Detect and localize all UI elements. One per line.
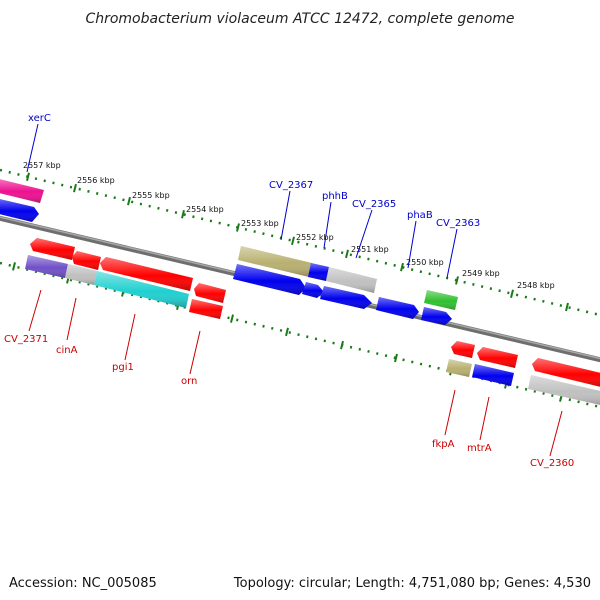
bottom-major-tick-6 (340, 340, 344, 350)
top-major-tick-2 (127, 196, 131, 206)
genome-summary-text: Topology: circular; Length: 4,751,080 bp… (233, 576, 591, 591)
bottom-label-leaders (28, 289, 563, 457)
gene-label-phaB[interactable]: phaB (407, 210, 433, 221)
gene-label-CV_2360[interactable]: CV_2360 (530, 458, 574, 469)
gene-label-CV_2371[interactable]: CV_2371 (4, 334, 48, 345)
top-major-tick-6 (345, 249, 349, 259)
bottom-major-tick-4 (230, 314, 234, 323)
tick-label-2550: 2550 kbp (406, 258, 444, 267)
gene-label-fkpA[interactable]: fkpA (432, 439, 455, 450)
top-major-tick-9 (510, 289, 514, 298)
top-major-tick-1 (73, 183, 77, 193)
tick-label-2548: 2548 kbp (517, 281, 555, 290)
gene-label-mtrA[interactable]: mtrA (467, 443, 492, 454)
tick-label-2553: 2553 kbp (241, 219, 279, 228)
top-label-leaders (26, 123, 458, 279)
reverse-strand-features (25, 238, 600, 405)
top-tick-track (0, 168, 600, 317)
map-title: Chromobacterium violaceum ATCC 12472, co… (85, 11, 514, 27)
tick-label-2556: 2556 kbp (77, 176, 115, 185)
tick-label-2555: 2555 kbp (132, 191, 170, 200)
accession-text: Accession: NC_005085 (9, 576, 157, 591)
top-major-tick-4 (236, 223, 240, 232)
tick-label-2551: 2551 kbp (351, 245, 389, 254)
bottom-major-tick-5 (285, 327, 289, 337)
forward-strand-features (0, 179, 458, 325)
gene-label-phhB[interactable]: phhB (322, 191, 348, 202)
gene-label-cinA[interactable]: cinA (56, 345, 78, 356)
gene-label-CV_2365[interactable]: CV_2365 (352, 199, 396, 210)
top-gene-labels: xerC CV_2367 phhB CV_2365 phaB CV_2363 (28, 113, 480, 229)
top-major-tick-10 (565, 302, 569, 312)
tick-label-2557: 2557 kbp (23, 161, 61, 170)
top-major-tick-7 (400, 262, 404, 272)
bottom-major-tick-0 (12, 262, 16, 271)
gene-label-xerC[interactable]: xerC (28, 113, 51, 124)
top-major-tick-0 (26, 172, 30, 182)
gene-label-pgi1[interactable]: pgi1 (112, 362, 134, 373)
top-major-tick-3 (181, 209, 185, 219)
gene-label-orn[interactable]: orn (181, 376, 197, 387)
bottom-gene-labels: CV_2371 cinA pgi1 orn fkpA mtrA CV_2360 (4, 334, 574, 469)
bottom-major-tick-7 (394, 353, 398, 363)
top-major-tick-8 (455, 276, 459, 285)
top-major-tick-5 (291, 236, 295, 246)
tick-label-2549: 2549 kbp (462, 269, 500, 278)
gene-label-CV_2367[interactable]: CV_2367 (269, 180, 313, 191)
gene-label-CV_2363[interactable]: CV_2363 (436, 218, 480, 229)
tick-label-2554: 2554 kbp (186, 205, 224, 214)
tick-label-2552: 2552 kbp (296, 233, 334, 242)
